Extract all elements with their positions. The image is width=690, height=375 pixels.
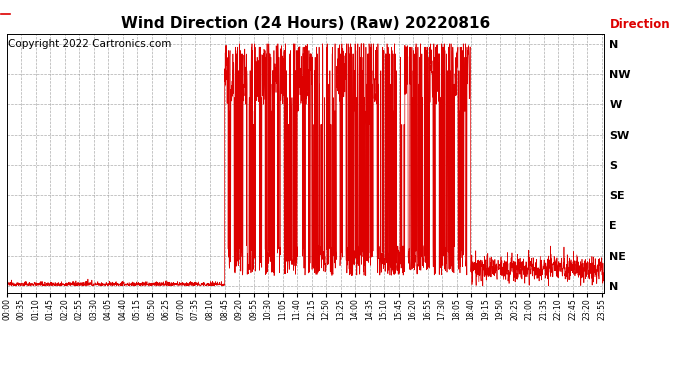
Text: Copyright 2022 Cartronics.com: Copyright 2022 Cartronics.com [8, 39, 172, 50]
Text: Direction: Direction [610, 18, 671, 31]
Title: Wind Direction (24 Hours) (Raw) 20220816: Wind Direction (24 Hours) (Raw) 20220816 [121, 16, 490, 31]
